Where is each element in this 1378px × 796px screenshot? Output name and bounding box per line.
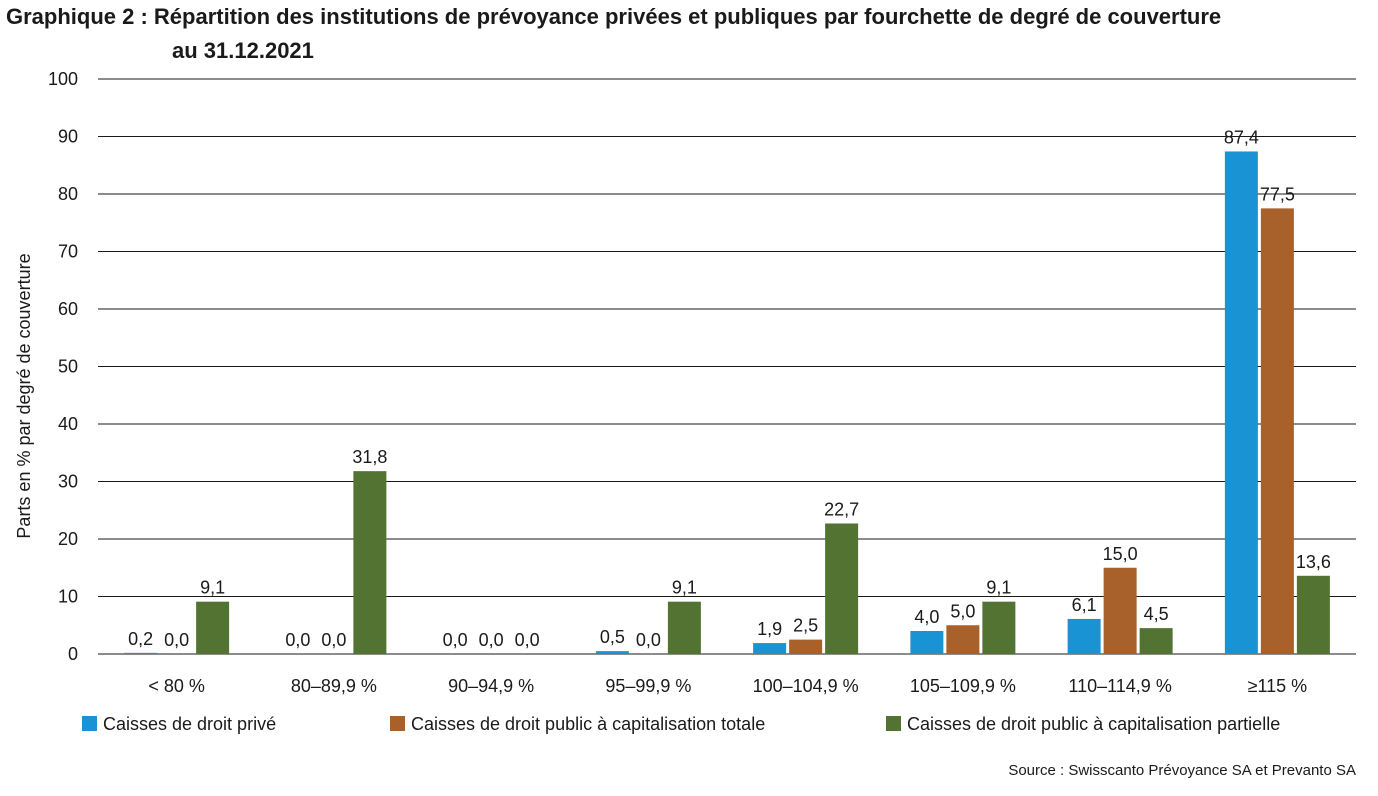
data-label: 9,1 [200, 578, 225, 598]
chart-title-date: au 31.12.2021 [172, 38, 314, 63]
bar [1296, 575, 1330, 654]
data-label: 0,0 [164, 630, 189, 650]
legend-label-public-full: Caisses de droit public à capitalisation… [411, 714, 766, 734]
bar [353, 471, 387, 654]
y-axis-ticks: 0 10 20 30 40 50 60 70 80 90 100 [48, 69, 78, 664]
bar [124, 652, 158, 654]
y-tick-label: 40 [58, 414, 78, 434]
data-label: 0,0 [285, 630, 310, 650]
data-label: 15,0 [1103, 544, 1138, 564]
bar [667, 601, 701, 654]
y-axis-label: Parts en % par degré de couverture [14, 253, 34, 538]
data-label: 0,0 [479, 630, 504, 650]
bar [789, 639, 823, 654]
legend-label-private: Caisses de droit privé [103, 714, 277, 734]
y-tick-label: 0 [68, 644, 78, 664]
data-label: 13,6 [1296, 552, 1331, 572]
bar [595, 651, 629, 654]
bar [1260, 208, 1294, 654]
y-tick-label: 10 [58, 587, 78, 607]
data-label: 2,5 [793, 616, 818, 636]
data-label: 77,5 [1260, 184, 1295, 204]
bar [1067, 618, 1101, 654]
x-tick-label: 80–89,9 % [291, 676, 377, 696]
bar [1139, 628, 1173, 654]
y-tick-label: 80 [58, 184, 78, 204]
legend-swatch-public-partial [886, 716, 901, 731]
data-labels: 0,2 0,0 9,1 0,0 0,0 31,8 0,0 0,0 0,0 0,5 0,0 9,1 1,9… [128, 127, 1331, 650]
data-label: 22,7 [824, 499, 859, 519]
data-label: 4,5 [1144, 604, 1169, 624]
legend-swatch-private [82, 716, 97, 731]
grid-lines [98, 78, 1356, 655]
y-tick-label: 100 [48, 69, 78, 89]
bar [1103, 567, 1137, 654]
bar-chart: 0 10 20 30 40 50 60 70 80 90 100 0,2 0,0 9,1 0,0 0,0 31… [14, 69, 1356, 696]
data-label: 9,1 [986, 578, 1011, 598]
y-tick-label: 70 [58, 242, 78, 262]
bar [1224, 151, 1258, 654]
bar [982, 601, 1016, 654]
y-tick-label: 50 [58, 357, 78, 377]
bar [946, 625, 980, 654]
data-label: 0,0 [515, 630, 540, 650]
data-label: 9,1 [672, 578, 697, 598]
x-tick-label: < 80 % [148, 676, 205, 696]
x-axis-ticks: < 80 % 80–89,9 % 90–94,9 % 95–99,9 % 100–104… [148, 676, 1307, 696]
data-label: 87,4 [1224, 127, 1259, 147]
data-label: 0,5 [600, 627, 625, 647]
bar [753, 643, 787, 654]
y-tick-label: 90 [58, 127, 78, 147]
legend-item-private: Caisses de droit privé [82, 714, 276, 735]
legend-swatch-public-full [390, 716, 405, 731]
x-tick-label: 95–99,9 % [605, 676, 691, 696]
x-tick-label: 100–104,9 % [753, 676, 859, 696]
x-tick-label: ≥115 % [1248, 676, 1308, 696]
legend-item-public-full: Caisses de droit public à capitalisation… [390, 714, 765, 735]
bar [825, 523, 859, 654]
x-tick-label: 110–114,9 % [1068, 676, 1171, 696]
bar [910, 631, 944, 654]
x-tick-label: 90–94,9 % [448, 676, 534, 696]
y-tick-label: 60 [58, 299, 78, 319]
legend-item-public-partial: Caisses de droit public à capitalisation… [886, 714, 1280, 735]
data-label: 31,8 [352, 447, 387, 467]
data-label: 6,1 [1072, 595, 1097, 615]
data-label: 0,0 [321, 630, 346, 650]
data-label: 0,0 [443, 630, 468, 650]
x-tick-label: 105–109,9 % [910, 676, 1016, 696]
data-label: 4,0 [914, 607, 939, 627]
y-tick-label: 20 [58, 529, 78, 549]
data-label: 0,0 [636, 630, 661, 650]
bars [124, 151, 1330, 654]
data-label: 1,9 [757, 619, 782, 639]
bar [196, 601, 230, 654]
data-label: 5,0 [950, 601, 975, 621]
source-note: Source : Swisscanto Prévoyance SA et Pre… [1008, 762, 1356, 779]
y-tick-label: 30 [58, 472, 78, 492]
chart-title: Graphique 2 : Répartition des institutio… [6, 4, 1222, 29]
data-label: 0,2 [128, 629, 153, 649]
legend: Caisses de droit privé Caisses de droit … [82, 714, 1362, 740]
legend-label-public-partial: Caisses de droit public à capitalisation… [907, 714, 1281, 734]
